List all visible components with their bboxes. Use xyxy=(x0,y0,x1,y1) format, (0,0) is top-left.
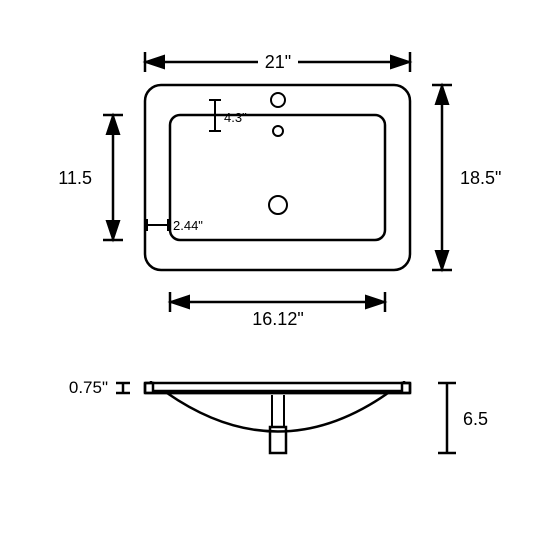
faucet-hole xyxy=(271,93,285,107)
dim-width-top: 21" xyxy=(145,50,410,72)
bowl-arc xyxy=(167,393,388,432)
technical-drawing: 21" 11.5 18.5" 16.12" 4.3" 2.44" xyxy=(0,0,550,550)
dim-lip-thickness-label: 0.75" xyxy=(69,378,108,397)
top-view xyxy=(145,85,410,270)
dim-bowl-depth-label: 6.5 xyxy=(463,409,488,429)
dim-height-right: 18.5" xyxy=(432,85,501,270)
dim-width-bottom: 16.12" xyxy=(170,292,385,329)
dim-inner-margin-label: 2.44" xyxy=(173,218,203,233)
dim-lip-thickness: 0.75" xyxy=(69,378,130,397)
dim-height-left-label: 11.5 xyxy=(58,168,92,188)
dim-width-bottom-label: 16.12" xyxy=(252,309,303,329)
dim-faucet-overflow: 4.3" xyxy=(209,100,247,131)
overflow-hole xyxy=(273,126,283,136)
drain-hole xyxy=(269,196,287,214)
dim-bowl-depth: 6.5 xyxy=(438,383,488,453)
dim-width-top-label: 21" xyxy=(265,52,291,72)
dim-height-left: 11.5 xyxy=(58,115,123,240)
dim-faucet-overflow-label: 4.3" xyxy=(224,110,247,125)
side-view xyxy=(145,381,410,453)
outer-rect xyxy=(145,85,410,270)
dim-inner-margin: 2.44" xyxy=(147,218,203,233)
dim-height-right-label: 18.5" xyxy=(460,168,501,188)
